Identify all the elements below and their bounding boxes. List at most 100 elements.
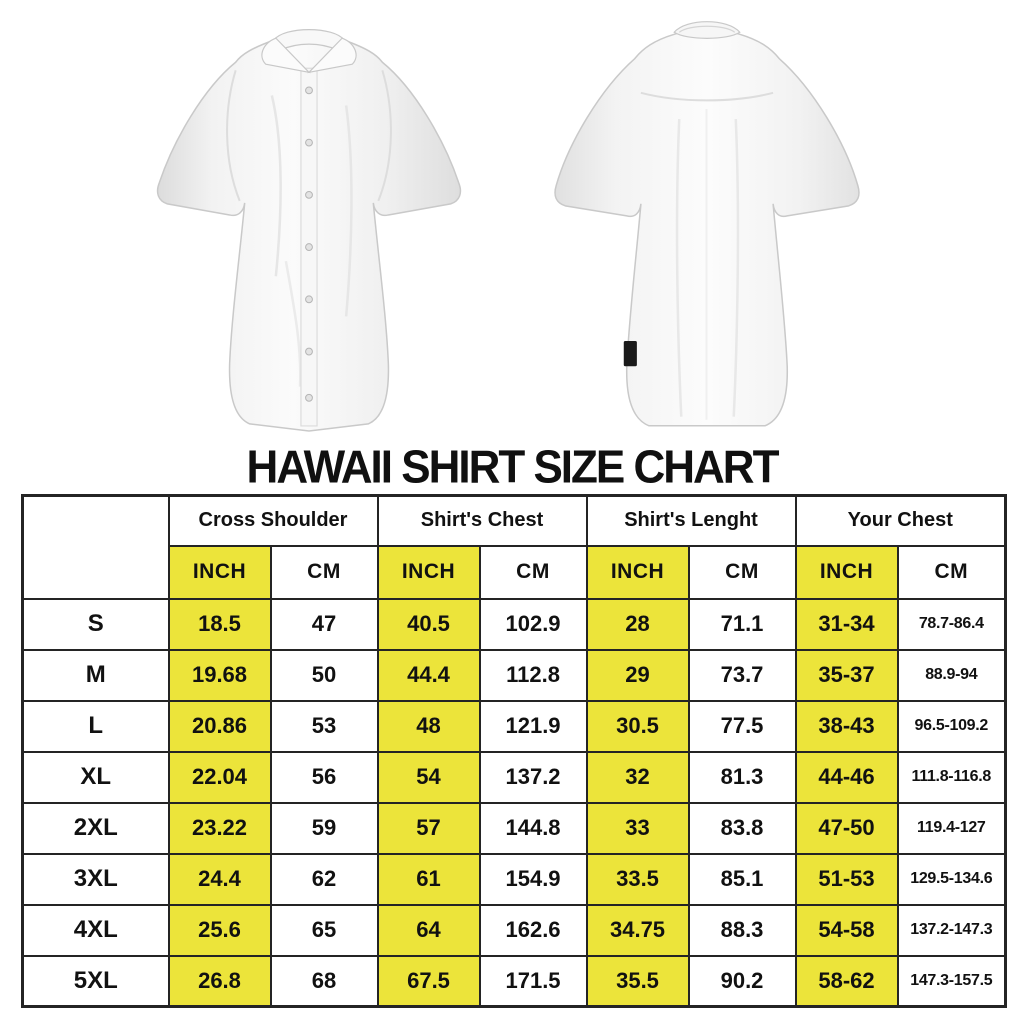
size-label: S — [21, 597, 170, 651]
shirt-back-yoke-seam — [640, 91, 774, 102]
cm-value-cell: 137.2-147.3 — [896, 903, 1007, 957]
table-row: 4XL 25.6 65 64 162.6 34.75 88.3 54-58 137.2-147.… — [21, 903, 1007, 957]
shirt-front-sleeve-seam-left — [226, 69, 241, 202]
unit-header-inch: INCH — [376, 544, 481, 600]
cm-value-cell: 154.9 — [478, 852, 588, 906]
inch-value-cell: 47-50 — [794, 801, 899, 855]
table-row: L 20.86 53 48 121.9 30.5 77.5 38-43 96.5-109.2 — [21, 699, 1007, 753]
group-header-row: Cross Shoulder Shirt's Chest Shirt's Len… — [21, 494, 1007, 600]
group-header-your-chest: Your Chest — [794, 494, 1007, 547]
size-label: 3XL — [21, 852, 170, 906]
inch-value-cell: 30.5 — [585, 699, 690, 753]
cm-value-cell: 129.5-134.6 — [896, 852, 1007, 906]
shirt-back-hem-tag — [623, 341, 637, 367]
inch-value-cell: 51-53 — [794, 852, 899, 906]
inch-value-cell: 22.04 — [167, 750, 272, 804]
shirt-back-fold-right — [732, 119, 740, 417]
cm-value-cell: 88.3 — [687, 903, 797, 957]
cm-value-cell: 121.9 — [478, 699, 588, 753]
unit-header-inch: INCH — [585, 544, 690, 600]
cm-value-cell: 137.2 — [478, 750, 588, 804]
inch-value-cell: 23.22 — [167, 801, 272, 855]
shirt-back-collar-inner-line — [678, 25, 736, 33]
unit-header-cm: CM — [269, 544, 379, 600]
shirt-back-fold-left — [675, 119, 683, 417]
cm-value-cell: 85.1 — [687, 852, 797, 906]
cm-value-cell: 162.6 — [478, 903, 588, 957]
unit-header-row: INCH CM INCH CM INCH CM INCH CM — [23, 544, 1007, 600]
cm-value-cell: 73.7 — [687, 648, 797, 702]
unit-header-inch: INCH — [794, 544, 899, 600]
cm-value-cell: 78.7-86.4 — [896, 597, 1007, 651]
inch-value-cell: 20.86 — [167, 699, 272, 753]
size-label: 5XL — [21, 954, 170, 1008]
cm-value-cell: 102.9 — [478, 597, 588, 651]
shirt-front-image — [156, 28, 462, 432]
cm-value-cell: 147.3-157.5 — [896, 954, 1007, 1008]
cm-value-cell: 56 — [269, 750, 379, 804]
unit-header-inch: INCH — [167, 544, 272, 600]
size-label: 2XL — [21, 801, 170, 855]
inch-value-cell: 57 — [376, 801, 481, 855]
inch-value-cell: 31-34 — [794, 597, 899, 651]
cm-value-cell: 90.2 — [687, 954, 797, 1008]
inch-value-cell: 64 — [376, 903, 481, 957]
unit-header-cm: CM — [687, 544, 797, 600]
group-header-shirts-lenght: Shirt's Lenght — [585, 494, 797, 547]
inch-value-cell: 35.5 — [585, 954, 690, 1008]
inch-value-cell: 61 — [376, 852, 481, 906]
table-row: 2XL 23.22 59 57 144.8 33 83.8 47-50 119.4-127 — [21, 801, 1007, 855]
inch-value-cell: 58-62 — [794, 954, 899, 1008]
cm-value-cell: 71.1 — [687, 597, 797, 651]
table-row: M 19.68 50 44.4 112.8 29 73.7 35-37 88.9-94 — [21, 648, 1007, 702]
inch-value-cell: 25.6 — [167, 903, 272, 957]
cm-value-cell: 111.8-116.8 — [896, 750, 1007, 804]
size-table-head: Cross Shoulder Shirt's Chest Shirt's Len… — [21, 494, 1007, 600]
cm-value-cell: 81.3 — [687, 750, 797, 804]
inch-value-cell: 29 — [585, 648, 690, 702]
cm-value-cell: 62 — [269, 852, 379, 906]
cm-value-cell: 53 — [269, 699, 379, 753]
cm-value-cell: 68 — [269, 954, 379, 1008]
inch-value-cell: 33.5 — [585, 852, 690, 906]
shirt-front-fold-lower — [284, 260, 302, 387]
inch-value-cell: 54-58 — [794, 903, 899, 957]
table-row: S 18.5 47 40.5 102.9 28 71.1 31-34 78.7-86.4 — [21, 597, 1007, 651]
cm-value-cell: 65 — [269, 903, 379, 957]
unit-header-cm: CM — [896, 544, 1007, 600]
cm-value-cell: 144.8 — [478, 801, 588, 855]
cm-value-cell: 112.8 — [478, 648, 588, 702]
inch-value-cell: 35-37 — [794, 648, 899, 702]
inch-value-cell: 19.68 — [167, 648, 272, 702]
size-label: L — [21, 699, 170, 753]
size-label: XL — [21, 750, 170, 804]
inch-value-cell: 54 — [376, 750, 481, 804]
size-label: M — [21, 648, 170, 702]
shirt-front-collar-left — [261, 37, 311, 74]
shirt-front-fold-left — [270, 95, 282, 277]
table-row: 5XL 26.8 68 67.5 171.5 35.5 90.2 58-62 147.3-157… — [21, 954, 1007, 1008]
inch-value-cell: 33 — [585, 801, 690, 855]
shirt-front-fold-right — [344, 105, 353, 317]
inch-value-cell: 40.5 — [376, 597, 481, 651]
shirt-back-image — [554, 21, 860, 427]
unit-header-cm: CM — [478, 544, 588, 600]
inch-value-cell: 67.5 — [376, 954, 481, 1008]
cm-value-cell: 50 — [269, 648, 379, 702]
inch-value-cell: 28 — [585, 597, 690, 651]
corner-cell — [21, 494, 170, 600]
cm-value-cell: 47 — [269, 597, 379, 651]
inch-value-cell: 18.5 — [167, 597, 272, 651]
inch-value-cell: 48 — [376, 699, 481, 753]
group-header-cross-shoulder: Cross Shoulder — [167, 494, 379, 547]
page-title: HAWAII SHIRT SIZE CHART — [246, 441, 780, 493]
shirt-front-sleeve-seam-right — [377, 69, 392, 202]
group-header-shirts-chest: Shirt's Chest — [376, 494, 588, 547]
shirt-front-buttons — [305, 86, 313, 402]
inch-value-cell: 34.75 — [585, 903, 690, 957]
shirt-back-collar-band — [673, 21, 741, 39]
cm-value-cell: 59 — [269, 801, 379, 855]
table-row: XL 22.04 56 54 137.2 32 81.3 44-46 111.8-116.8 — [21, 750, 1007, 804]
size-label: 4XL — [21, 903, 170, 957]
